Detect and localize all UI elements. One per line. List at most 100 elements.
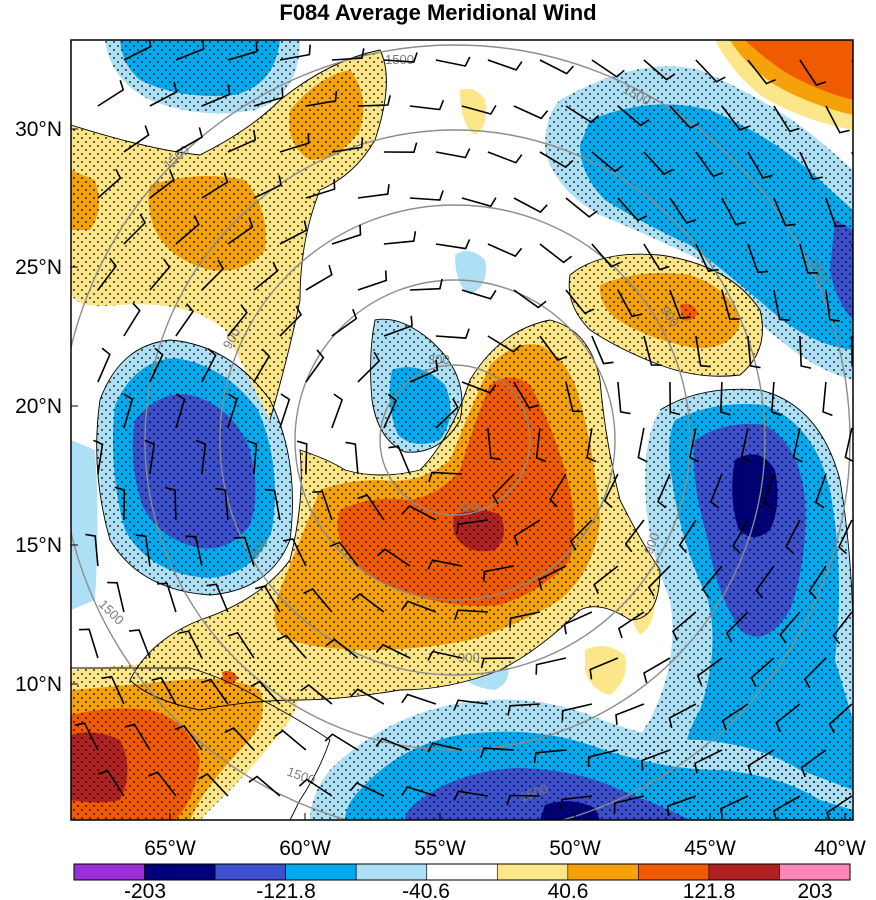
colorbar-swatches bbox=[73, 863, 851, 881]
wind-barb bbox=[506, 794, 540, 806]
wind-barb bbox=[264, 488, 281, 521]
wind-barb bbox=[800, 749, 827, 778]
wind-barb bbox=[305, 349, 325, 383]
wind-barb bbox=[227, 41, 258, 61]
wind-barb bbox=[480, 747, 514, 758]
wind-barb bbox=[487, 151, 523, 164]
wind-barb bbox=[565, 197, 598, 218]
wind-barb bbox=[97, 168, 122, 199]
wind-barb bbox=[586, 427, 597, 463]
longitude-axis: 65°W 60°W 55°W 50°W 45°W 40°W bbox=[144, 813, 866, 860]
wind-barb bbox=[357, 184, 390, 199]
wind-barb bbox=[851, 243, 853, 254]
wind-barb bbox=[123, 213, 147, 245]
wind-barb bbox=[435, 148, 471, 159]
wind-barb bbox=[383, 315, 413, 337]
wind-barb bbox=[825, 197, 846, 228]
wind-barb bbox=[617, 289, 643, 318]
wind-barb bbox=[409, 278, 443, 291]
wind-barb bbox=[513, 105, 549, 120]
wind-barb bbox=[669, 105, 700, 129]
colorbar-swatch bbox=[567, 863, 639, 881]
wind-barb bbox=[296, 440, 308, 475]
wind-barb bbox=[331, 48, 365, 61]
wind-barb bbox=[331, 393, 344, 429]
wind-barb bbox=[435, 328, 470, 339]
wind-barb bbox=[279, 393, 291, 429]
wind-barb bbox=[565, 289, 595, 315]
wind-barb bbox=[175, 40, 205, 61]
wind-barb bbox=[345, 441, 359, 475]
wind-barb bbox=[666, 795, 697, 817]
stipple-center-neg bbox=[370, 319, 462, 453]
wind-barb bbox=[305, 179, 336, 199]
wind-barb bbox=[589, 657, 619, 680]
wind-barb bbox=[97, 347, 111, 383]
wind-barb bbox=[539, 59, 574, 75]
wind-barb bbox=[375, 643, 411, 659]
wind-barb bbox=[453, 699, 489, 710]
colorbar-swatch bbox=[496, 863, 569, 881]
wind-barb bbox=[615, 703, 645, 725]
wind-barb bbox=[688, 427, 700, 463]
colorbar-frame bbox=[73, 863, 851, 881]
wind-barb bbox=[124, 723, 151, 751]
wind-barb bbox=[383, 142, 418, 154]
wind-barb bbox=[253, 87, 284, 107]
wind-barb bbox=[569, 519, 593, 551]
lat-label-25n: 25°N bbox=[15, 256, 62, 279]
ring-label: 900 bbox=[641, 531, 663, 557]
wind-barb bbox=[825, 105, 850, 134]
wind-barb bbox=[383, 231, 417, 245]
wind-barb bbox=[123, 40, 152, 61]
wind-barb bbox=[401, 786, 437, 797]
wind-barb bbox=[101, 675, 125, 705]
wind-barb bbox=[305, 264, 333, 291]
ring-600 bbox=[294, 279, 616, 601]
wind-barb bbox=[248, 775, 281, 797]
wind-barb bbox=[799, 151, 823, 181]
wind-barb bbox=[563, 611, 593, 635]
wind-barb bbox=[643, 59, 676, 81]
wind-barb bbox=[409, 99, 445, 111]
wind-barb bbox=[617, 105, 650, 127]
wind-barb bbox=[357, 494, 385, 521]
wind-barb bbox=[773, 105, 800, 133]
wind-barb bbox=[79, 628, 99, 659]
wind-barb bbox=[709, 473, 723, 509]
lon-label-55w: 55°W bbox=[414, 837, 466, 860]
lat-label-20n: 20°N bbox=[15, 395, 62, 418]
wind-barb bbox=[435, 239, 471, 250]
lat-label-10n: 10°N bbox=[15, 673, 62, 696]
colorbar-swatch bbox=[73, 863, 145, 881]
wind-barb bbox=[549, 473, 567, 508]
wind-barb bbox=[456, 519, 489, 535]
wind-barb bbox=[799, 243, 818, 274]
wind-barb bbox=[785, 519, 801, 554]
wind-barb bbox=[97, 257, 118, 291]
wind-barb bbox=[401, 693, 437, 705]
wind-barb bbox=[480, 657, 514, 669]
lon-label-45w: 45°W bbox=[684, 837, 736, 860]
wind-barb bbox=[826, 795, 853, 820]
coastline-south bbox=[71, 667, 331, 820]
contour-central-band bbox=[129, 319, 661, 711]
map-frame bbox=[70, 39, 854, 821]
chart-title: F084 Average Meridional Wind bbox=[279, 0, 597, 25]
wind-barb bbox=[669, 289, 691, 319]
colorbar: -203 -121.8 -40.6 40.6 121.8 203 bbox=[73, 863, 851, 900]
contour-east-vortex bbox=[659, 388, 853, 641]
lat-label-15n: 15°N bbox=[15, 534, 62, 557]
wind-barb bbox=[482, 565, 515, 582]
wind-barb bbox=[351, 592, 385, 613]
wind-barb bbox=[487, 335, 522, 353]
wind-barb bbox=[175, 215, 200, 245]
wind-barb bbox=[165, 486, 177, 521]
wind-barb bbox=[695, 335, 711, 368]
wind-barb bbox=[643, 151, 674, 176]
wind-barb bbox=[587, 749, 619, 767]
wind-barb bbox=[331, 308, 358, 337]
wind-barb bbox=[695, 59, 726, 83]
colorbar-swatch bbox=[144, 863, 216, 881]
wind-barb bbox=[822, 381, 833, 417]
